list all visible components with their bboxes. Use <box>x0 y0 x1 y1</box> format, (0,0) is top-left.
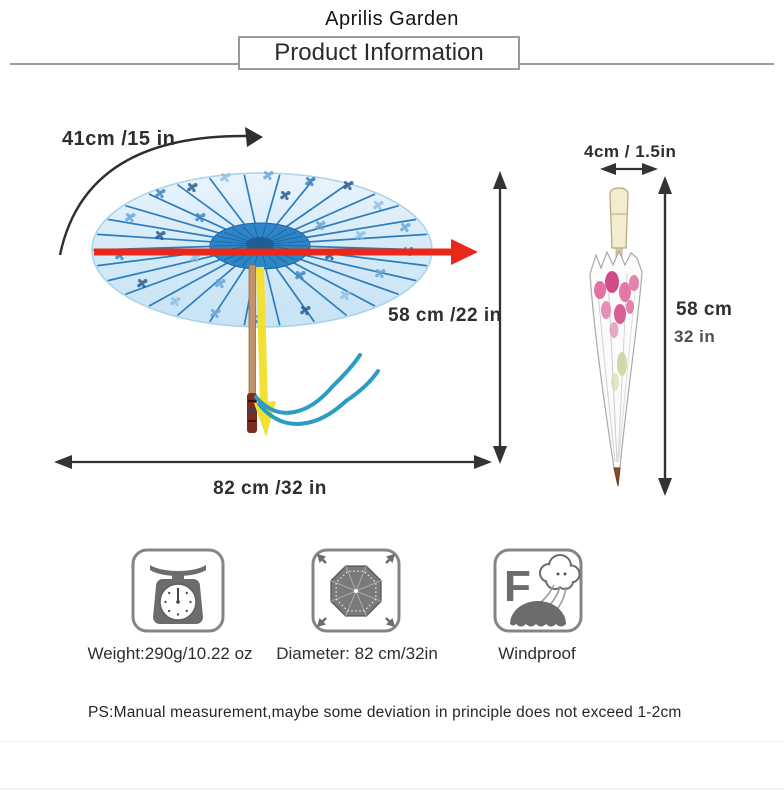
arc-arrow-41cm <box>58 127 263 256</box>
closed-tip <box>613 467 621 487</box>
pink-floral-pattern <box>594 271 639 391</box>
section-title: Product Information <box>238 36 520 70</box>
height-dimension-arrow <box>493 171 507 464</box>
windproof-icon: F <box>493 548 583 633</box>
diameter-caption: Diameter: 82 cm/32in <box>276 644 438 663</box>
weight-caption: Weight:290g/10.22 oz <box>87 644 253 663</box>
closed-canopy <box>589 249 643 487</box>
closed-width-label: 4cm / 1.5in <box>584 142 677 161</box>
closed-handle <box>609 187 629 258</box>
width-dimension-arrow <box>54 455 492 469</box>
bottom-edge-line <box>0 788 784 790</box>
divider-line <box>0 741 784 742</box>
tassel <box>254 353 380 426</box>
pole <box>248 264 256 396</box>
arc-dimension-label: 41cm /15 in <box>62 128 176 150</box>
expand-arrows <box>317 554 395 627</box>
open-umbrella-figure <box>54 127 507 469</box>
umbrella-top-view-icon <box>311 548 401 633</box>
closed-width-arrow <box>600 163 658 175</box>
closed-height-cm-label: 58 cm <box>676 299 733 320</box>
red-diameter-arrow <box>94 239 478 265</box>
closed-height-arrow <box>658 176 672 496</box>
scale-icon <box>131 548 225 633</box>
windproof-caption: Windproof <box>498 644 576 663</box>
closed-umbrella-figure <box>589 163 672 496</box>
footnote: PS:Manual measurement,maybe some deviati… <box>88 704 682 721</box>
width-dimension-label: 82 cm /32 in <box>213 478 327 499</box>
windproof-letter: F <box>504 562 531 611</box>
closed-height-in-label: 32 in <box>674 327 716 346</box>
height-dimension-label: 58 cm /22 in <box>388 305 502 326</box>
brand-title: Aprilis Garden <box>325 8 459 30</box>
